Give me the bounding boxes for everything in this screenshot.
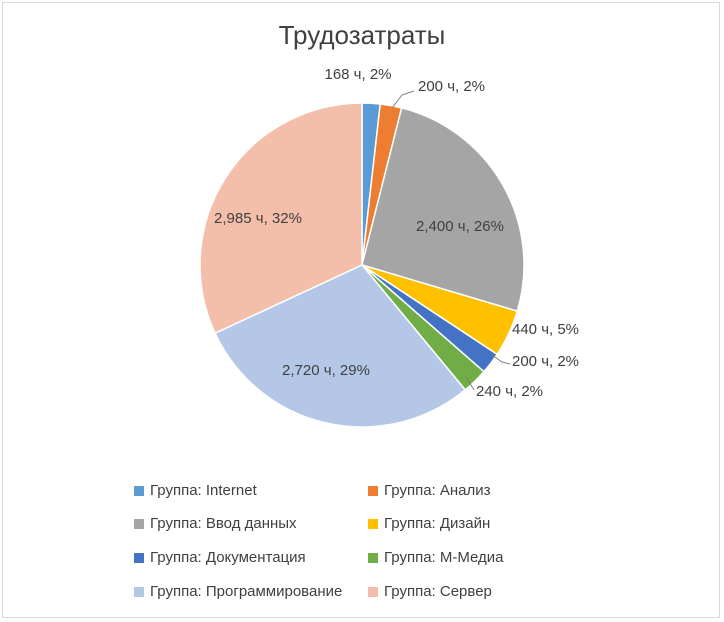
data-label: 200 ч, 2% <box>418 78 485 95</box>
data-label: 2,400 ч, 26% <box>416 218 504 235</box>
data-label: 168 ч, 2% <box>324 66 391 83</box>
chart-title: Трудозатраты <box>278 20 446 50</box>
data-label: 200 ч, 2% <box>512 353 579 370</box>
data-label: 440 ч, 5% <box>512 321 579 338</box>
leader-line <box>491 354 511 365</box>
pie-slice <box>214 264 467 428</box>
leader-line <box>465 376 475 391</box>
pie-slice <box>361 107 525 313</box>
pie-slice <box>199 102 363 335</box>
leader-line <box>391 90 415 109</box>
data-label: 240 ч, 2% <box>476 383 543 400</box>
data-label: 2,720 ч, 29% <box>282 362 370 379</box>
data-label: 2,985 ч, 32% <box>214 210 302 227</box>
